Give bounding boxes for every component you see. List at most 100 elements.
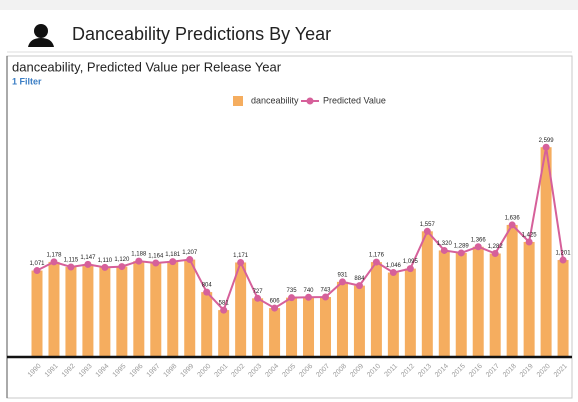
data-label: 743 <box>320 288 331 294</box>
bar <box>235 262 247 357</box>
data-label: 1,171 <box>233 253 249 259</box>
data-label: 1,181 <box>165 252 181 258</box>
data-label: 1,046 <box>386 263 402 269</box>
bar <box>269 308 281 357</box>
filter-link[interactable]: 1 Filter <box>12 76 42 86</box>
point <box>33 267 41 275</box>
bar <box>557 260 569 357</box>
point <box>542 143 550 151</box>
x-tick-label: 1999 <box>179 363 195 379</box>
data-label: 2,599 <box>539 138 555 144</box>
x-tick-label: 2017 <box>485 363 501 379</box>
point <box>152 259 160 267</box>
point <box>491 250 499 258</box>
data-label: 1,071 <box>29 261 45 267</box>
bar <box>99 267 111 357</box>
point <box>474 243 482 251</box>
data-label: 1,320 <box>437 241 453 247</box>
point <box>423 227 431 235</box>
point <box>220 306 228 314</box>
bar <box>472 246 484 357</box>
bar <box>252 298 264 357</box>
point <box>118 263 126 271</box>
bar <box>48 261 60 357</box>
data-label: 1,120 <box>114 257 130 263</box>
point <box>203 288 211 296</box>
bar <box>167 261 179 357</box>
legend-label: danceability <box>251 95 299 105</box>
bar <box>421 231 433 357</box>
x-tick-label: 2020 <box>536 363 552 379</box>
point <box>305 293 313 301</box>
point <box>237 258 245 266</box>
x-tick-label: 1992 <box>61 363 77 379</box>
point <box>50 258 58 266</box>
x-tick-label: 1997 <box>146 363 162 379</box>
x-tick-label: 2008 <box>332 363 348 379</box>
bar <box>438 250 450 357</box>
x-tick-label: 2006 <box>298 363 314 379</box>
point <box>271 304 279 312</box>
x-tick-label: 1990 <box>27 363 43 379</box>
bar <box>201 292 213 357</box>
bar <box>387 272 399 357</box>
x-tick-label: 2005 <box>281 363 297 379</box>
data-label: 606 <box>270 299 281 305</box>
x-tick-label: 2007 <box>315 363 331 379</box>
data-label: 1,366 <box>471 237 487 243</box>
bar <box>404 268 416 357</box>
x-tick-label: 2003 <box>247 363 263 379</box>
point <box>440 246 448 254</box>
data-label: 1,188 <box>131 252 147 258</box>
legend-swatch <box>233 96 243 106</box>
bar <box>319 297 331 357</box>
data-label: 1,207 <box>182 250 198 256</box>
bar <box>65 266 77 357</box>
point <box>321 293 329 301</box>
bar <box>506 224 518 357</box>
point <box>508 221 516 229</box>
data-label: 884 <box>354 276 365 282</box>
x-tick-label: 1995 <box>112 363 128 379</box>
point <box>135 257 143 265</box>
data-label: 735 <box>287 288 298 294</box>
x-tick-label: 2002 <box>230 363 246 379</box>
x-tick-label: 2018 <box>502 363 518 379</box>
bar <box>31 270 43 357</box>
point <box>84 260 92 268</box>
x-tick-label: 2013 <box>417 363 433 379</box>
bar <box>489 253 501 357</box>
data-label: 581 <box>219 301 230 307</box>
line <box>36 147 565 312</box>
point <box>372 258 380 266</box>
x-tick-label: 2019 <box>519 363 535 379</box>
x-tick-label: 2004 <box>264 363 280 379</box>
x-tick-label: 2011 <box>383 363 399 379</box>
bar <box>150 263 162 357</box>
point <box>355 282 363 290</box>
top-bar <box>0 0 578 10</box>
bar <box>370 262 382 357</box>
x-tick-label: 1996 <box>129 363 145 379</box>
data-label: 740 <box>304 288 315 294</box>
x-tick-label: 2021 <box>553 363 569 379</box>
bar <box>116 266 128 357</box>
point <box>457 249 465 257</box>
x-tick-label: 2016 <box>468 363 484 379</box>
bar <box>133 261 145 357</box>
data-label: 1,164 <box>148 254 164 260</box>
x-tick-label: 2001 <box>213 363 229 379</box>
x-tick-label: 2009 <box>349 363 365 379</box>
data-label: 1,282 <box>488 244 504 250</box>
data-label: 1,110 <box>98 258 113 264</box>
x-tick-label: 1994 <box>95 363 111 379</box>
page-title: Danceability Predictions By Year <box>72 24 331 44</box>
bar <box>540 147 552 357</box>
data-label: 1,176 <box>369 253 385 259</box>
x-tick-label: 2000 <box>196 363 212 379</box>
data-label: 1,115 <box>64 258 79 264</box>
point <box>169 258 177 266</box>
user-icon <box>28 24 54 47</box>
